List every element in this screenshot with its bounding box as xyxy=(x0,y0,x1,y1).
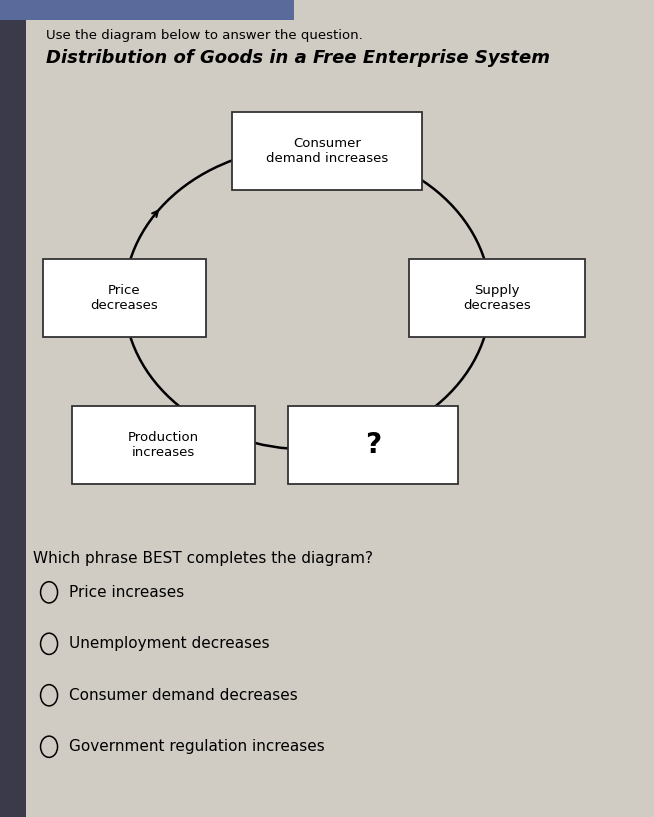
Text: Unemployment decreases: Unemployment decreases xyxy=(69,636,269,651)
Text: Government regulation increases: Government regulation increases xyxy=(69,739,324,754)
Text: Consumer demand decreases: Consumer demand decreases xyxy=(69,688,298,703)
Text: Price increases: Price increases xyxy=(69,585,184,600)
Text: Which phrase BEST completes the diagram?: Which phrase BEST completes the diagram? xyxy=(33,551,373,566)
Text: Distribution of Goods in a Free Enterprise System: Distribution of Goods in a Free Enterpri… xyxy=(46,49,550,67)
FancyBboxPatch shape xyxy=(288,406,458,484)
FancyBboxPatch shape xyxy=(72,406,255,484)
Bar xyxy=(0,0,294,20)
Text: Use the diagram below to answer the question.: Use the diagram below to answer the ques… xyxy=(46,29,362,42)
Text: Supply
decreases: Supply decreases xyxy=(463,284,531,312)
Text: ?: ? xyxy=(365,431,381,459)
FancyBboxPatch shape xyxy=(43,260,206,337)
FancyBboxPatch shape xyxy=(232,113,422,190)
FancyBboxPatch shape xyxy=(409,260,585,337)
Text: Price
decreases: Price decreases xyxy=(90,284,158,312)
Text: Consumer
demand increases: Consumer demand increases xyxy=(266,137,388,165)
Text: Production
increases: Production increases xyxy=(128,431,199,459)
Bar xyxy=(0,0,26,817)
